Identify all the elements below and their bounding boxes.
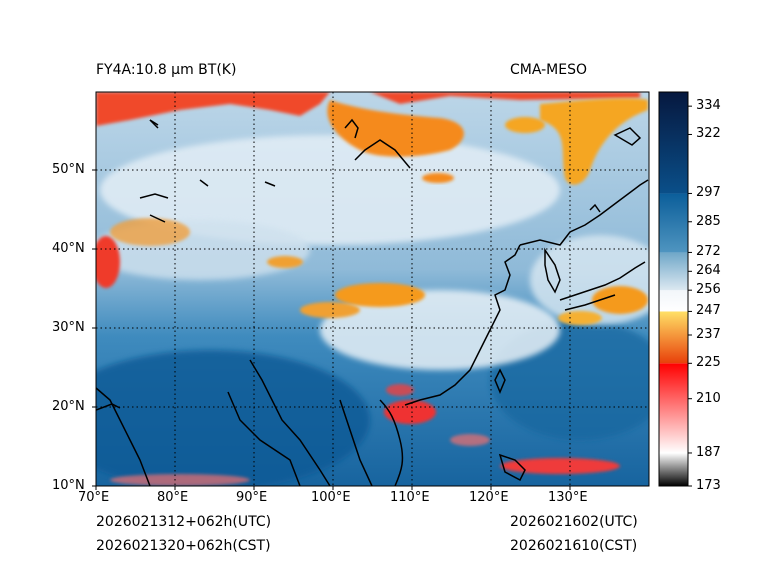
colorbar-tick-label: 272 <box>696 244 721 260</box>
lat-tick-label: 40°N <box>52 241 85 256</box>
coastline-borders <box>96 118 649 486</box>
valid-time-cst: 2026021610(CST) <box>510 538 638 554</box>
colorbar-segment <box>659 363 688 453</box>
colorbar-segment <box>659 252 688 291</box>
lon-tick-label: 130°E <box>548 490 588 505</box>
colorbar-tick-label: 256 <box>696 282 721 298</box>
init-time-utc: 2026021312+062h(UTC) <box>96 514 272 530</box>
product-title: FY4A:10.8 µm BT(K) <box>96 62 237 78</box>
lat-tick-label: 10°N <box>52 478 85 493</box>
lon-tick-label: 120°E <box>469 490 509 505</box>
source-label: CMA-MESO <box>510 62 588 78</box>
colorbar-tick-label: 297 <box>696 185 721 201</box>
lat-tick-label: 30°N <box>52 320 85 335</box>
lat-tick-label: 20°N <box>52 399 85 414</box>
colorbar-tick-label: 173 <box>696 478 721 493</box>
colorbar-tick-label: 187 <box>696 444 721 460</box>
colorbar-tick-label: 210 <box>696 390 721 406</box>
brightness-temperature-field <box>96 92 649 486</box>
colorbar-segment <box>659 193 688 253</box>
lon-tick-label: 70°E <box>78 490 110 505</box>
colorbar-frame <box>658 91 689 487</box>
axis-tick-marks <box>92 169 571 490</box>
colorbar-tick-label: 225 <box>696 355 721 371</box>
valid-time-utc: 2026021602(UTC) <box>510 514 638 530</box>
lon-tick-label: 100°E <box>311 490 351 505</box>
colorbar-tick-label: 322 <box>696 126 721 142</box>
lon-tick-label: 90°E <box>236 490 268 505</box>
colorbar-tick-label: 247 <box>696 303 721 319</box>
lat-tick-label: 50°N <box>52 162 85 177</box>
colorbar-tick-label: 264 <box>696 263 721 279</box>
colorbar-segment <box>659 452 688 486</box>
colorbar-tick-marks <box>688 105 692 487</box>
colorbar <box>659 92 688 486</box>
colorbar-segment <box>659 92 688 194</box>
colorbar-tick-label: 285 <box>696 213 721 229</box>
init-time-cst: 2026021320+062h(CST) <box>96 538 271 554</box>
map-frame <box>95 91 650 487</box>
colorbar-tick-label: 237 <box>696 327 721 342</box>
lon-tick-label: 80°E <box>157 490 189 505</box>
lon-tick-label: 110°E <box>390 490 430 505</box>
colorbar-tick-label: 334 <box>696 98 721 114</box>
colorbar-segment <box>659 311 688 364</box>
colorbar-segment <box>659 290 688 312</box>
